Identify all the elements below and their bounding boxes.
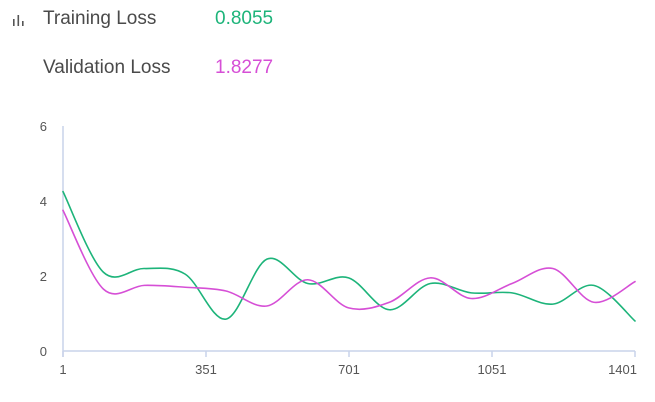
chart-series [62,190,636,322]
x-tick-label: 1 [59,362,66,377]
x-tick-label: 701 [338,362,360,377]
x-tick-label: 1051 [478,362,507,377]
x-tick-label: 351 [195,362,217,377]
loss-chart: 0 2 4 6 1 351 701 1051 1401 [40,119,637,377]
validation-loss-value: 1.8277 [215,57,274,78]
chart-axes: 0 2 4 6 1 351 701 1051 1401 [40,119,637,377]
y-tick-label: 4 [40,194,47,209]
y-tick-label: 0 [40,344,47,359]
x-tick-label: 1401 [608,362,637,377]
bar-chart-icon [13,15,24,26]
y-tick-label: 6 [40,119,47,134]
y-tick-label: 2 [40,269,47,284]
training-loss-value: 0.8055 [215,8,274,29]
training-loss-line [62,190,636,322]
validation-loss-line [62,209,636,311]
training-loss-label: Training Loss [43,8,157,29]
validation-loss-label: Validation Loss [43,57,171,78]
